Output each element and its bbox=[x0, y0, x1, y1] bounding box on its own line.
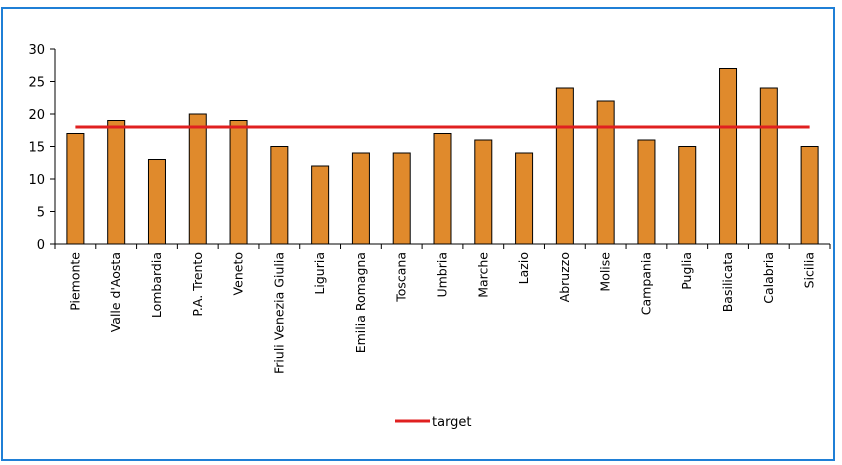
y-tick-label: 15 bbox=[28, 141, 45, 156]
x-tick-label: Liguria bbox=[312, 252, 327, 295]
x-tick-label: Toscana bbox=[394, 252, 409, 303]
bar bbox=[759, 87, 778, 245]
x-axis: Piemonte Valle d'Aosta Lombardia P.A. Trent… bbox=[54, 243, 831, 374]
bar bbox=[515, 152, 534, 245]
x-tick-label: Marche bbox=[475, 252, 490, 298]
y-tick-label: 5 bbox=[37, 206, 45, 221]
bar bbox=[229, 120, 248, 245]
y-axis: 0 5 10 15 20 25 30 bbox=[28, 43, 56, 253]
x-tick-label: P.A. Trento bbox=[190, 252, 205, 317]
bar bbox=[147, 159, 166, 245]
bar bbox=[270, 146, 289, 245]
x-tick-label: Emilia Romagna bbox=[353, 252, 368, 353]
bar bbox=[188, 113, 207, 245]
bar bbox=[351, 152, 370, 245]
bars bbox=[66, 68, 819, 245]
y-tick-label: 25 bbox=[28, 76, 45, 91]
x-tick-label: Campania bbox=[638, 252, 653, 315]
bar bbox=[433, 133, 452, 245]
y-tick-label: 30 bbox=[28, 43, 45, 58]
bar bbox=[311, 165, 330, 245]
legend-label-target: target bbox=[432, 415, 472, 430]
bar bbox=[637, 139, 656, 245]
bar bbox=[555, 87, 574, 245]
x-tick-label: Valle d'Aosta bbox=[108, 252, 123, 332]
x-tick-label: Calabria bbox=[761, 252, 776, 304]
bar bbox=[800, 146, 819, 245]
x-tick-label: Lazio bbox=[516, 252, 531, 284]
x-tick-label: Lombardia bbox=[149, 252, 164, 318]
bar bbox=[66, 133, 85, 245]
legend: target bbox=[395, 415, 472, 430]
bar bbox=[392, 152, 411, 245]
x-tick-label: Puglia bbox=[679, 252, 694, 290]
x-tick-label: Umbria bbox=[435, 252, 450, 298]
x-tick-label: Abruzzo bbox=[557, 252, 572, 302]
bar bbox=[474, 139, 493, 245]
x-tick-label: Veneto bbox=[231, 252, 246, 295]
x-tick-label: Friuli Venezia Giulia bbox=[271, 252, 286, 374]
x-tick-label: Molise bbox=[598, 252, 613, 292]
bar bbox=[107, 120, 126, 245]
y-tick-label: 10 bbox=[28, 173, 45, 188]
x-tick-label: Sicilia bbox=[802, 252, 817, 288]
y-tick-label: 20 bbox=[28, 108, 45, 123]
bar bbox=[596, 100, 615, 245]
x-tick-label: Piemonte bbox=[67, 252, 82, 311]
x-tick-label: Basilicata bbox=[720, 252, 735, 312]
y-tick-label: 0 bbox=[37, 238, 45, 253]
bar bbox=[719, 68, 738, 245]
bar bbox=[678, 146, 697, 245]
